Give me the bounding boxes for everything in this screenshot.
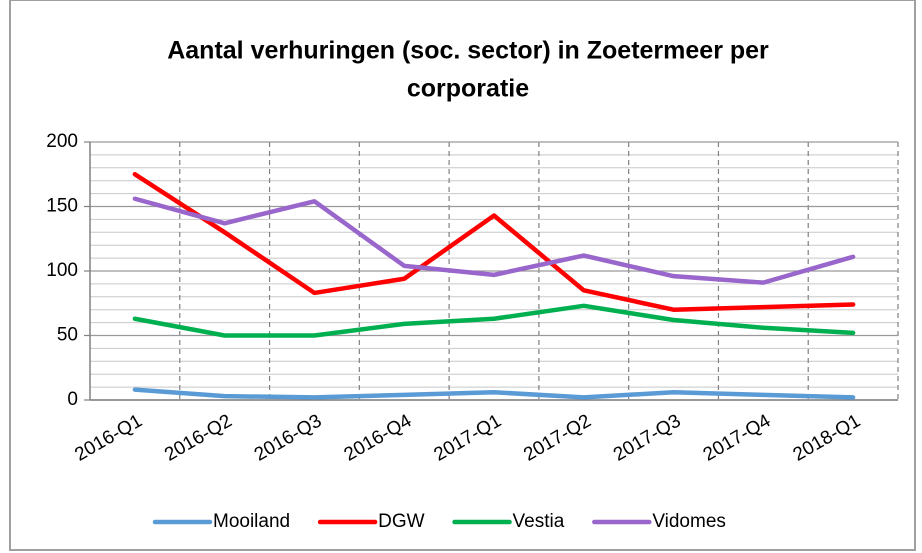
legend-label: Vidomes [652, 511, 726, 532]
legend-item: Vidomes [592, 511, 726, 532]
chart-title: Aantal verhuringen (soc. sector) in Zoet… [167, 37, 769, 65]
series-line [132, 387, 856, 400]
y-tick-label: 100 [46, 260, 78, 281]
legend-item: Vestia [452, 511, 565, 532]
series-line [132, 196, 856, 285]
y-tick-label: 50 [57, 325, 78, 346]
legend-item: Mooiland [152, 511, 290, 532]
legend-label: DGW [378, 511, 425, 532]
legend-label: Vestia [513, 511, 565, 532]
chart-title: corporatie [407, 75, 529, 103]
series-line [132, 172, 856, 312]
y-tick-label: 0 [67, 389, 78, 410]
legend-item: DGW [317, 511, 425, 532]
y-tick-label: 150 [46, 196, 78, 217]
y-tick-label: 200 [46, 131, 78, 152]
series-line [132, 303, 856, 338]
chart-frame [9, 0, 916, 551]
legend-label: Mooiland [213, 511, 290, 532]
